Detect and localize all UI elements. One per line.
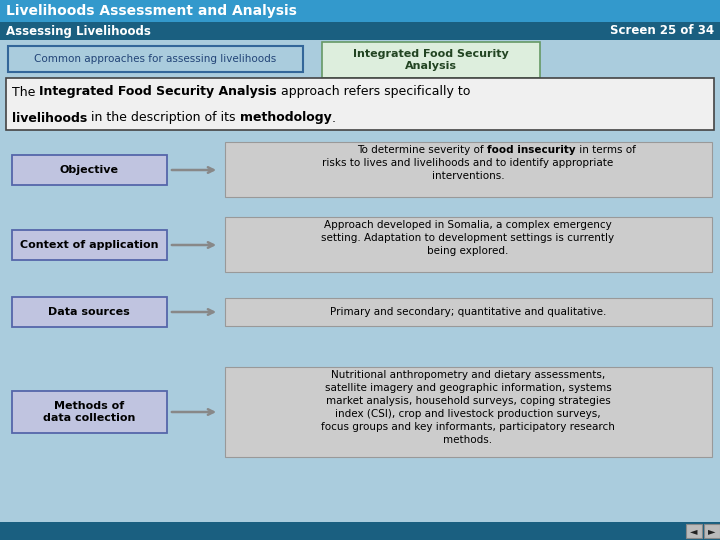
FancyBboxPatch shape — [12, 155, 167, 185]
Text: The: The — [12, 85, 40, 98]
Text: in the description of its: in the description of its — [87, 111, 240, 125]
Text: Integrated Food Security Analysis: Integrated Food Security Analysis — [40, 85, 277, 98]
FancyBboxPatch shape — [225, 298, 712, 326]
FancyBboxPatch shape — [704, 524, 720, 538]
FancyBboxPatch shape — [686, 524, 702, 538]
FancyBboxPatch shape — [12, 297, 167, 327]
FancyBboxPatch shape — [225, 367, 712, 457]
Text: Objective: Objective — [60, 165, 119, 175]
FancyBboxPatch shape — [12, 230, 167, 260]
Text: To determine severity of: To determine severity of — [357, 145, 487, 155]
Text: in terms of: in terms of — [575, 145, 635, 155]
Text: Nutritional anthropometry and dietary assessments,: Nutritional anthropometry and dietary as… — [331, 370, 605, 380]
Text: index (CSI), crop and livestock production surveys,: index (CSI), crop and livestock producti… — [336, 409, 600, 419]
Text: Screen 25 of 34: Screen 25 of 34 — [610, 24, 714, 37]
Text: methodology: methodology — [240, 111, 331, 125]
FancyBboxPatch shape — [322, 42, 540, 78]
Text: Approach developed in Somalia, a complex emergency: Approach developed in Somalia, a complex… — [324, 220, 612, 230]
Text: Data sources: Data sources — [48, 307, 130, 317]
FancyBboxPatch shape — [225, 142, 712, 197]
Text: ◄: ◄ — [690, 526, 698, 536]
Text: Methods of
data collection: Methods of data collection — [42, 401, 135, 423]
FancyBboxPatch shape — [0, 40, 720, 76]
Text: approach refers specifically to: approach refers specifically to — [277, 85, 470, 98]
FancyBboxPatch shape — [225, 217, 712, 272]
FancyBboxPatch shape — [8, 46, 303, 72]
Text: Livelihoods Assessment and Analysis: Livelihoods Assessment and Analysis — [6, 4, 297, 18]
FancyBboxPatch shape — [0, 522, 720, 540]
Text: Assessing Livelihoods: Assessing Livelihoods — [6, 24, 151, 37]
Text: interventions.: interventions. — [432, 171, 504, 181]
Text: methods.: methods. — [444, 435, 492, 445]
FancyBboxPatch shape — [0, 22, 720, 40]
Text: .: . — [331, 111, 336, 125]
Text: Common approaches for assessing livelihoods: Common approaches for assessing liveliho… — [34, 54, 276, 64]
Text: Context of application: Context of application — [19, 240, 158, 250]
Text: food insecurity: food insecurity — [487, 145, 575, 155]
Text: ►: ► — [708, 526, 716, 536]
Text: Integrated Food Security
Analysis: Integrated Food Security Analysis — [353, 49, 509, 71]
Text: risks to lives and livelihoods and to identify appropriate: risks to lives and livelihoods and to id… — [323, 158, 613, 168]
Text: market analysis, household surveys, coping strategies: market analysis, household surveys, copi… — [325, 396, 611, 406]
FancyBboxPatch shape — [12, 391, 167, 433]
Text: being explored.: being explored. — [427, 246, 509, 256]
Text: livelihoods: livelihoods — [12, 111, 87, 125]
Text: Primary and secondary; quantitative and qualitative.: Primary and secondary; quantitative and … — [330, 307, 606, 317]
Text: setting. Adaptation to development settings is currently: setting. Adaptation to development setti… — [321, 233, 615, 243]
FancyBboxPatch shape — [6, 78, 714, 130]
FancyBboxPatch shape — [0, 0, 720, 22]
Text: focus groups and key informants, participatory research: focus groups and key informants, partici… — [321, 422, 615, 432]
Text: satellite imagery and geographic information, systems: satellite imagery and geographic informa… — [325, 383, 611, 393]
